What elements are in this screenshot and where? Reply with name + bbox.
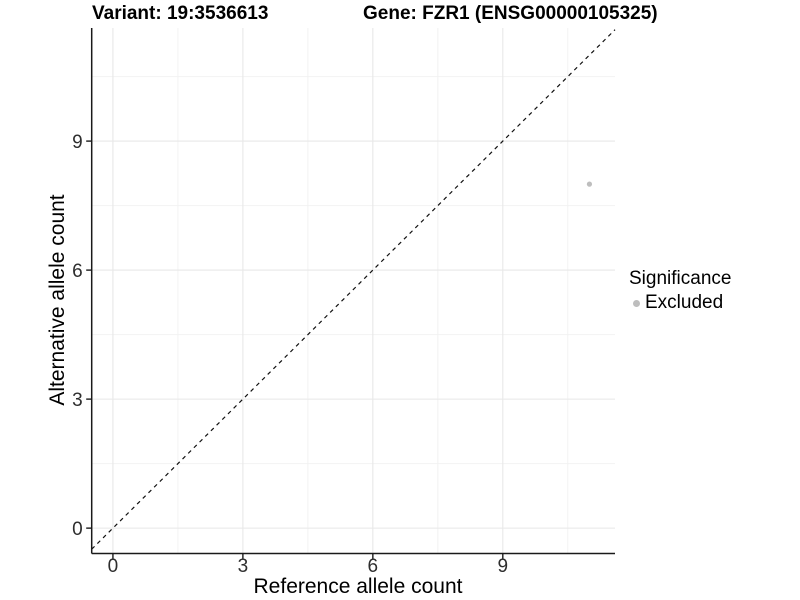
x-tick-label: 0	[108, 556, 119, 577]
legend-key-dot	[633, 299, 640, 307]
x-axis-title: Reference allele count	[253, 575, 463, 598]
y-tick-label: 0	[72, 519, 83, 540]
data-point	[586, 181, 593, 187]
y-axis-title: Alternative allele count	[46, 194, 69, 406]
x-tick-label: 6	[368, 556, 379, 577]
legend: Significance Excluded	[629, 267, 731, 314]
y-tick-label: 9	[72, 132, 83, 153]
identity-reference-line	[91, 29, 616, 550]
plot-title-variant: Variant: 19:3536613	[92, 3, 269, 24]
y-tick-label: 3	[72, 390, 83, 411]
legend-entry-excluded: Excluded	[629, 292, 731, 314]
x-tick-label: 9	[498, 556, 509, 577]
legend-title: Significance	[629, 268, 732, 289]
legend-entry-label: Excluded	[645, 292, 724, 313]
y-tick-label: 6	[72, 261, 83, 282]
plot-title-gene: Gene: FZR1 (ENSG00000105325)	[363, 3, 658, 24]
x-tick-label: 3	[238, 556, 249, 577]
